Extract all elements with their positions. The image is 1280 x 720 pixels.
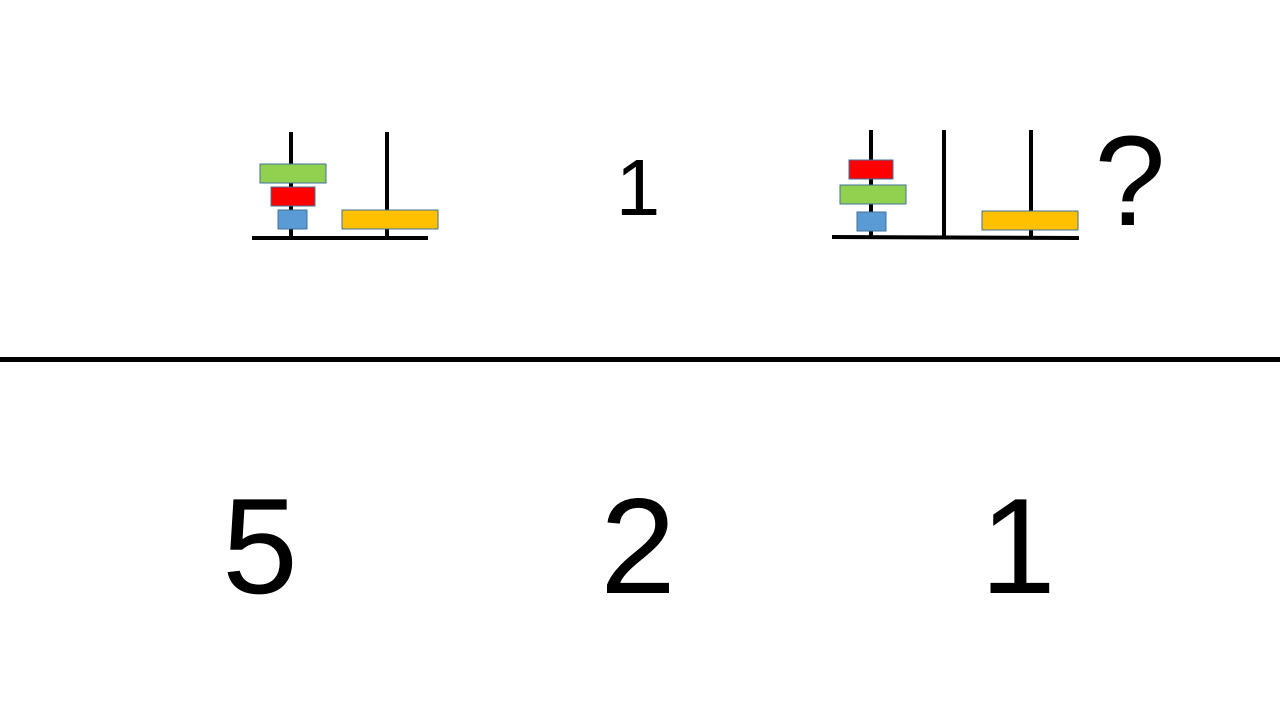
divider-line [0, 357, 1280, 362]
example-disk-blue [277, 209, 308, 230]
example-move-count: 1 [615, 143, 661, 232]
option-5[interactable]: 5 [222, 470, 298, 622]
question-disk-yellow [981, 210, 1079, 231]
question-disk-blue [856, 211, 887, 232]
question-base [831, 235, 1080, 240]
question-mark: ? [1094, 110, 1166, 253]
example-tower-diagram [252, 132, 439, 240]
example-disk-red [270, 186, 316, 207]
option-1[interactable]: 1 [980, 470, 1056, 622]
example-disk-yellow [341, 209, 439, 230]
question-disk-green [839, 184, 907, 205]
option-2[interactable]: 2 [600, 470, 676, 622]
question-disk-red [848, 159, 894, 180]
example-disk-green [259, 163, 327, 184]
question-tower-diagram [831, 130, 1080, 240]
